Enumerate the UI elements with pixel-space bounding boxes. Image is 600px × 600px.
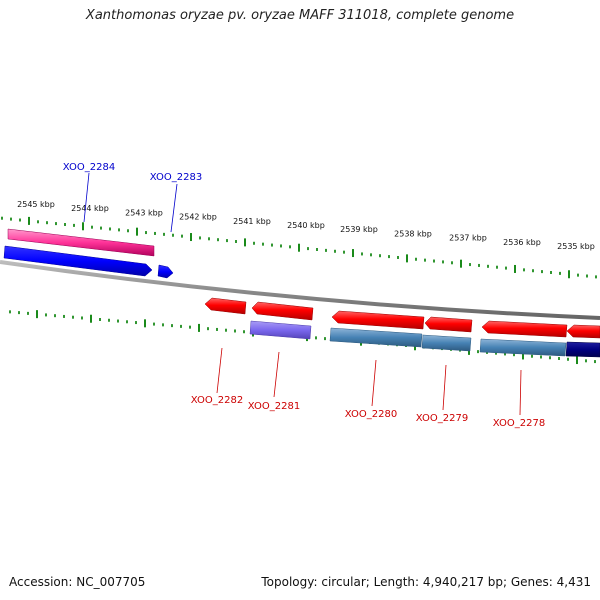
gene-xoo-2279-arrow[interactable] — [424, 316, 473, 333]
forward-features — [3, 228, 174, 279]
feature-xoo-2280-steel[interactable] — [329, 327, 423, 348]
gene-label-xoo-2278[interactable]: XOO_2278 — [493, 418, 545, 429]
leader-line-xoo-2281 — [273, 351, 280, 398]
ruler-tick-label: 2542 kbp — [179, 213, 217, 222]
accession-text: Accession: NC_007705 — [9, 575, 146, 589]
gene-label-xoo-2284[interactable]: XOO_2284 — [63, 162, 115, 173]
ruler-tick-label: 2538 kbp — [394, 229, 432, 238]
gene-next-arrow[interactable] — [566, 324, 600, 339]
leader-line-xoo-2279 — [442, 364, 447, 411]
gene-labels: XOO_2284 XOO_2283 XOO_2282 XOO_2281 XOO_… — [63, 162, 545, 429]
gene-label-xoo-2281[interactable]: XOO_2281 — [248, 401, 300, 412]
gene-xoo-2280-arrow[interactable] — [331, 310, 425, 330]
ruler-tick-label: 2541 kbp — [233, 217, 271, 226]
ruler-tick-label: 2535 kbp — [557, 242, 595, 251]
leader-lines — [83, 172, 522, 416]
gene-xoo-2282-arrow[interactable] — [204, 297, 247, 315]
feature-navy[interactable] — [565, 341, 600, 358]
gene-xoo-2281-arrow[interactable] — [251, 301, 314, 321]
gene-label-xoo-2279[interactable]: XOO_2279 — [416, 413, 468, 424]
leader-line-xoo-2284 — [83, 172, 90, 223]
reverse-features — [204, 297, 600, 358]
ruler-tick-label: 2539 kbp — [340, 225, 378, 234]
gene-label-xoo-2282[interactable]: XOO_2282 — [191, 395, 243, 406]
gene-xoo-2284-arrow[interactable] — [3, 245, 153, 277]
ruler-tick-label: 2540 kbp — [287, 221, 325, 230]
ruler-labels: 2545 kbp 2544 kbp 2543 kbp 2542 kbp 2541 kbp… — [17, 200, 595, 251]
topology-text: Topology: circular; Length: 4,940,217 bp… — [261, 575, 591, 589]
ruler-tick-label: 2536 kbp — [503, 238, 541, 247]
ruler-upper — [1, 216, 597, 279]
genome-title: Xanthomonas oryzae pv. oryzae MAFF 31101… — [85, 8, 515, 23]
ruler-tick-label: 2537 kbp — [449, 234, 487, 243]
ruler-tick-label: 2544 kbp — [71, 204, 109, 213]
genome-backbone — [0, 260, 600, 320]
ruler-tick-label: 2545 kbp — [17, 200, 55, 209]
gene-xoo-2278-arrow[interactable] — [481, 320, 568, 338]
feature-xoo-2281-slate[interactable] — [249, 320, 312, 340]
leader-line-xoo-2280 — [371, 359, 377, 407]
feature-pink[interactable] — [7, 228, 155, 257]
leader-line-xoo-2282 — [216, 347, 223, 394]
leader-line-xoo-2278 — [519, 369, 522, 416]
gene-label-xoo-2283[interactable]: XOO_2283 — [150, 172, 202, 183]
ruler-tick-label: 2543 kbp — [125, 208, 163, 217]
feature-xoo-2278-steel[interactable] — [479, 338, 567, 357]
leader-line-xoo-2283 — [170, 183, 178, 233]
gene-xoo-2283-arrow[interactable] — [157, 264, 174, 279]
feature-xoo-2279-steel[interactable] — [421, 334, 472, 352]
gene-label-xoo-2280[interactable]: XOO_2280 — [345, 409, 397, 420]
